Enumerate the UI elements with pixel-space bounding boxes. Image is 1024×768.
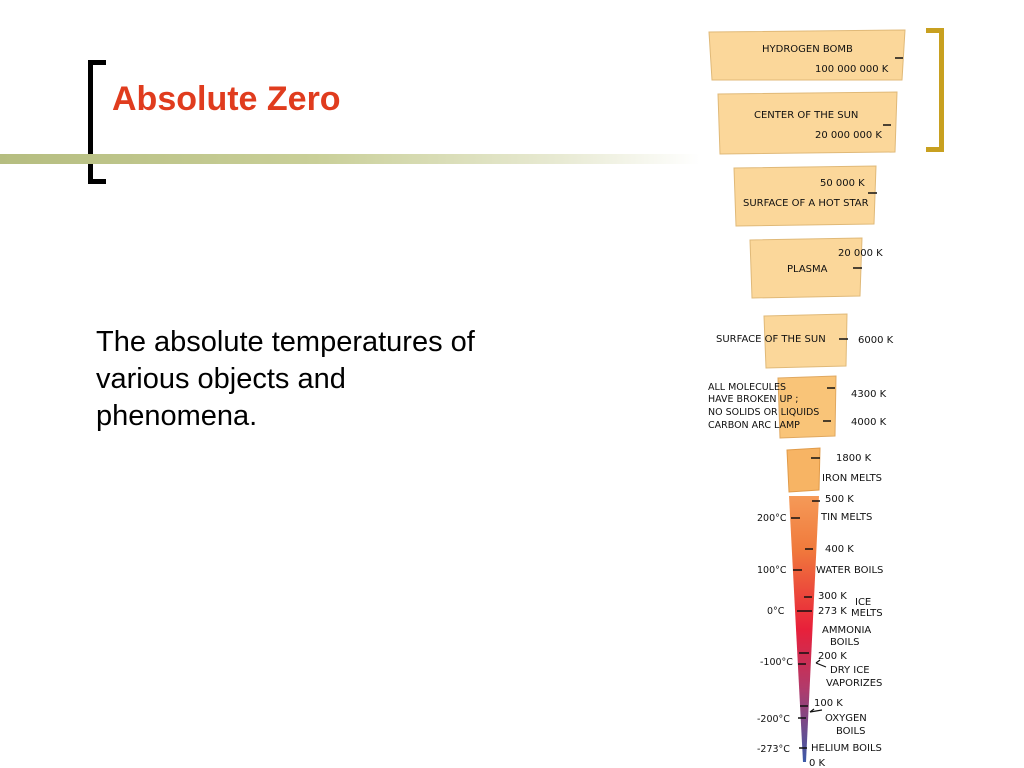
body-line-1: The absolute temperatures of	[96, 326, 475, 358]
hot-star-label: SURFACE OF A HOT STAR	[743, 198, 869, 209]
helium-c: -273°C	[757, 744, 790, 755]
tin-k: 500 K	[825, 494, 854, 505]
dry-label-1: DRY ICE	[830, 665, 870, 676]
ice-k300: 300 K	[818, 591, 847, 602]
center-sun-label: CENTER OF THE SUN	[754, 110, 858, 121]
tin-label: TIN MELTS	[820, 512, 872, 523]
iron-label: IRON MELTS	[822, 473, 882, 484]
oxygen-arrow	[809, 708, 823, 713]
slide-body: The absolute temperatures of various obj…	[96, 324, 566, 435]
oxygen-label-1: OXYGEN	[825, 713, 867, 724]
card-plasma-shape	[749, 237, 863, 299]
molecules-line-4: CARBON ARC LAMP	[708, 420, 800, 431]
ammonia-2: BOILS	[830, 637, 859, 648]
ice-label-2: MELTS	[851, 608, 883, 619]
ice-label-1: ICE	[855, 597, 871, 608]
molecules-line-2: HAVE BROKEN UP ;	[708, 394, 798, 405]
card-molecules: ALL MOLECULES HAVE BROKEN UP ; NO SOLIDS…	[708, 375, 887, 439]
tin-c: 200°C	[757, 513, 787, 524]
card-surface-sun: SURFACE OF THE SUN 6000 K	[716, 313, 894, 369]
hydrogen-bomb-label: HYDROGEN BOMB	[762, 44, 853, 55]
card-iron-shape	[786, 447, 821, 493]
card-center-sun: CENTER OF THE SUN 20 000 000 K	[717, 91, 898, 155]
zero-k: 0 K	[809, 758, 826, 768]
water-k: 400 K	[825, 544, 854, 555]
card-surface-sun-shape	[763, 313, 848, 369]
thermometer-labels: 500 K 200°C TIN MELTS 400 K 100°C WATER …	[757, 494, 883, 768]
surface-sun-label: SURFACE OF THE SUN	[716, 334, 826, 345]
temperature-scale-figure: HYDROGEN BOMB 100 000 000 K CENTER OF TH…	[708, 29, 906, 768]
slide-title: Absolute Zero	[112, 80, 341, 118]
ice-c: 0°C	[767, 606, 785, 617]
oxygen-c: -200°C	[757, 714, 790, 725]
iron-value: 1800 K	[836, 453, 872, 464]
card-molecules-shape	[777, 375, 837, 439]
oxygen-label-2: BOILS	[836, 726, 865, 737]
card-plasma: 20 000 K PLASMA	[749, 237, 883, 299]
thermometer-wedge	[789, 496, 819, 762]
plasma-label: PLASMA	[787, 264, 828, 275]
ice-k273: 273 K	[818, 606, 847, 617]
surface-sun-value: 6000 K	[858, 335, 894, 346]
molecules-line-3: NO SOLIDS OR LIQUIDS	[708, 407, 819, 418]
card-hot-star-shape	[733, 165, 877, 227]
thermometer-ticks	[791, 500, 827, 749]
card-hydrogen-bomb: HYDROGEN BOMB 100 000 000 K	[708, 29, 906, 81]
dry-k: 200 K	[818, 651, 847, 662]
body-line-3: phenomena.	[96, 400, 258, 432]
hot-star-value: 50 000 K	[820, 178, 865, 189]
water-c: 100°C	[757, 565, 787, 576]
title-rule	[0, 154, 700, 164]
left-bracket	[88, 60, 106, 184]
molecules-value-a: 4300 K	[851, 389, 887, 400]
card-hydrogen-bomb-shape	[708, 29, 906, 81]
card-hot-star: 50 000 K SURFACE OF A HOT STAR	[733, 165, 877, 227]
center-sun-value: 20 000 000 K	[815, 130, 882, 141]
card-center-sun-shape	[717, 91, 898, 155]
body-line-2: various objects and	[96, 363, 346, 395]
molecules-line-1: ALL MOLECULES	[708, 382, 786, 393]
dry-c: -100°C	[760, 657, 793, 668]
right-bracket	[926, 28, 944, 152]
dry-label-2: VAPORIZES	[826, 678, 882, 689]
dry-ice-arrow	[815, 659, 827, 668]
helium-label: HELIUM BOILS	[811, 743, 882, 754]
card-iron: 1800 K IRON MELTS	[786, 447, 882, 493]
plasma-value: 20 000 K	[838, 248, 883, 259]
molecules-value-b: 4000 K	[851, 417, 887, 428]
hydrogen-bomb-value: 100 000 000 K	[815, 64, 889, 75]
oxygen-k: 100 K	[814, 698, 843, 709]
water-label: WATER BOILS	[816, 565, 883, 576]
ammonia-1: AMMONIA	[822, 625, 871, 636]
